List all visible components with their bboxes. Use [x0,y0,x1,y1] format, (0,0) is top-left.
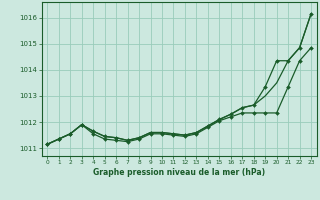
X-axis label: Graphe pression niveau de la mer (hPa): Graphe pression niveau de la mer (hPa) [93,168,265,177]
